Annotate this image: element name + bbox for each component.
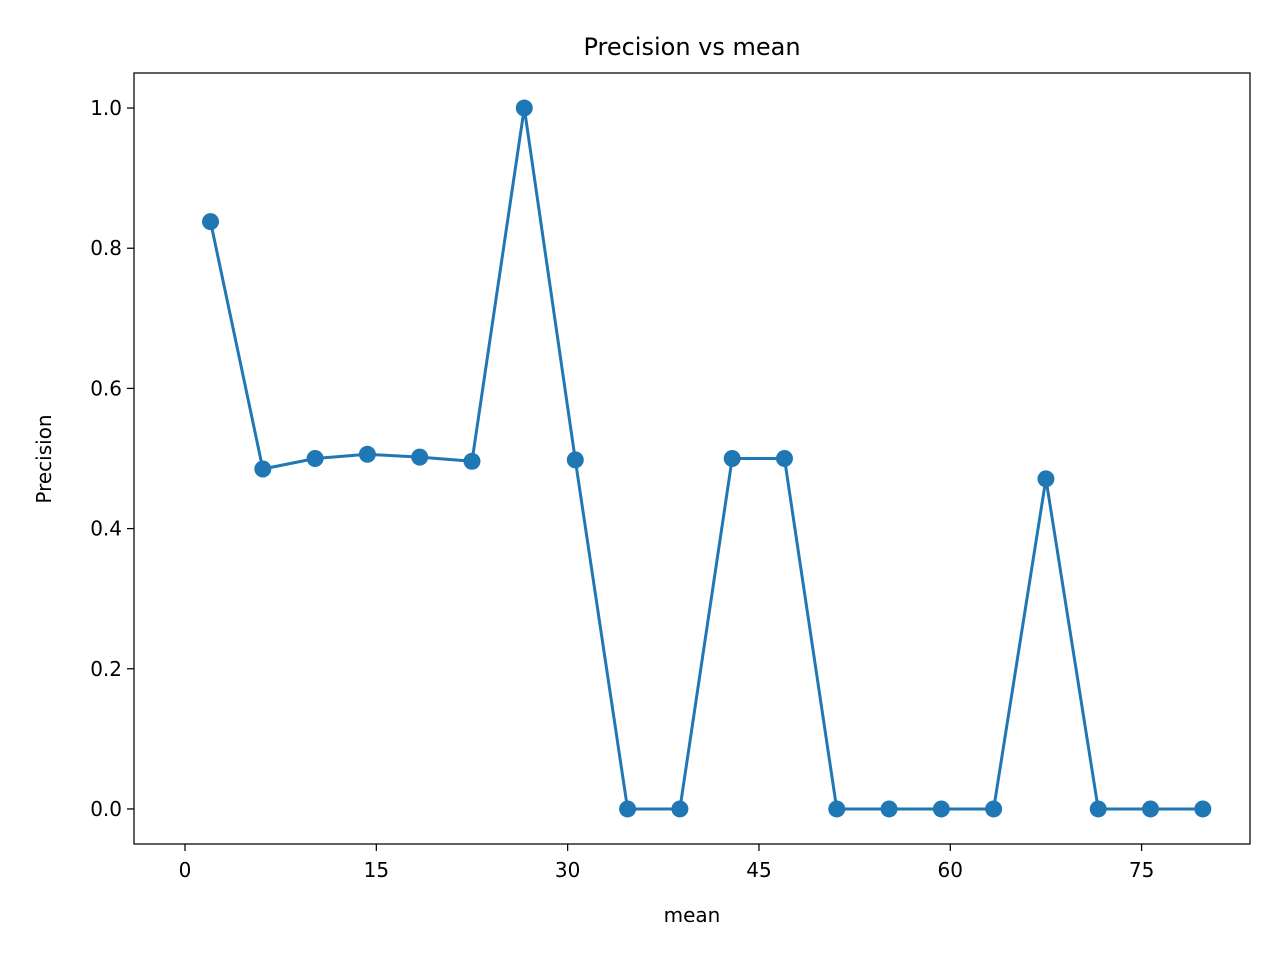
y-tick-label: 0.2 [90, 657, 122, 681]
data-point [775, 450, 793, 467]
chart-title: Precision vs mean [583, 33, 800, 61]
data-point [880, 800, 898, 818]
data-point [723, 450, 741, 467]
data-point [671, 800, 689, 818]
data-point [1142, 800, 1160, 818]
plot-frame [133, 72, 1251, 845]
data-point [828, 800, 846, 818]
y-tick-label: 0.6 [90, 376, 122, 400]
data-point [306, 450, 324, 467]
y-tick-label: 0.8 [90, 236, 122, 260]
x-tick-label: 45 [746, 858, 771, 882]
data-point [358, 445, 376, 463]
data-point [1089, 800, 1107, 818]
chart-marks [202, 99, 1212, 818]
data-point [202, 213, 220, 231]
x-tick-label: 15 [364, 858, 389, 882]
data-point [1037, 470, 1055, 488]
y-tick-label: 1.0 [90, 96, 122, 120]
data-point [932, 800, 950, 818]
x-tick-label: 30 [555, 858, 580, 882]
data-point [1194, 800, 1212, 818]
data-point [566, 451, 584, 469]
data-point [515, 99, 533, 117]
x-tick-label: 75 [1129, 858, 1154, 882]
x-axis-ticks: 0 15 30 45 60 75 [179, 844, 1154, 882]
data-point [254, 460, 272, 478]
x-tick-label: 0 [179, 858, 192, 882]
x-tick-label: 60 [938, 858, 963, 882]
y-tick-label: 0.0 [90, 797, 122, 821]
y-axis-label: Precision [32, 414, 56, 503]
data-point [985, 800, 1003, 818]
y-axis-ticks: 0.0 0.2 0.4 0.6 0.8 1.0 [90, 96, 134, 821]
data-point [619, 800, 637, 818]
series-line [209, 106, 1203, 811]
x-axis-label: mean [664, 903, 721, 927]
data-point [463, 452, 481, 470]
y-tick-label: 0.4 [90, 517, 122, 541]
data-point [411, 448, 429, 466]
